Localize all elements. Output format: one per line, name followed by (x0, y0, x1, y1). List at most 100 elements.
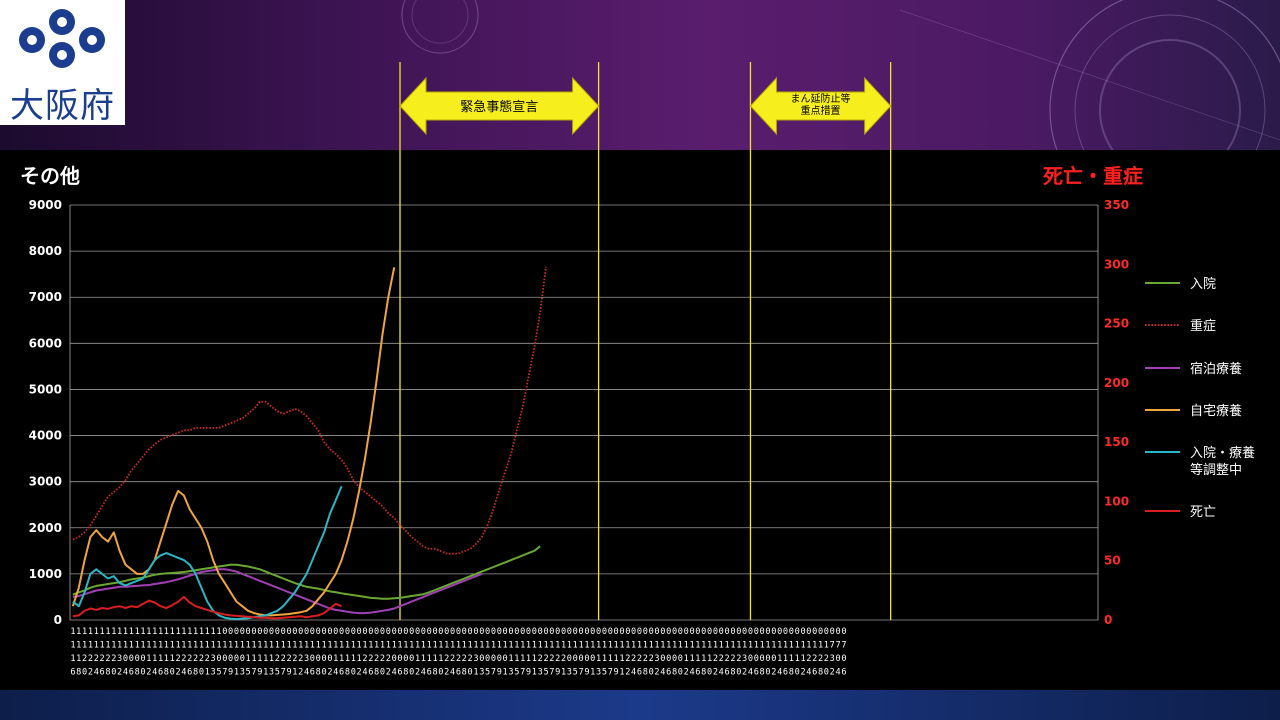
x-tick-digit: 0 (321, 627, 326, 637)
x-tick-digit: 0 (684, 627, 689, 637)
x-tick-digit: 1 (800, 641, 805, 651)
x-tick-digit: 1 (415, 641, 420, 651)
x-tick-digit: 1 (432, 641, 437, 651)
x-tick-digit: 0 (637, 627, 642, 637)
right-tick-label: 200 (1104, 376, 1129, 390)
osaka-emblem-icon (19, 9, 105, 68)
right-tick-label: 0 (1104, 613, 1112, 627)
x-tick-digit: 2 (386, 654, 391, 664)
x-tick-digit: 1 (333, 641, 338, 651)
x-tick-digit: 3 (567, 668, 572, 678)
x-tick-digit: 6 (397, 668, 402, 678)
x-tick-digit: 3 (240, 668, 245, 678)
x-tick-digit: 6 (841, 668, 846, 678)
left-tick-label: 8000 (29, 244, 62, 258)
x-tick-digit: 3 (508, 668, 513, 678)
x-tick-digit: 1 (514, 654, 519, 664)
x-tick-digit: 3 (538, 668, 543, 678)
x-tick-digit: 1 (105, 641, 110, 651)
x-tick-digit: 1 (135, 627, 140, 637)
x-tick-digit: 0 (397, 654, 402, 664)
x-tick-digit: 1 (357, 641, 362, 651)
x-tick-digit: 1 (152, 641, 157, 651)
x-tick-digit: 1 (211, 641, 216, 651)
x-tick-digit: 0 (403, 627, 408, 637)
annotation-label: まん延防止等 (791, 92, 851, 105)
logo-text: 大阪府 (10, 86, 115, 126)
right-tick-label: 250 (1104, 317, 1129, 331)
x-tick-digit: 1 (503, 668, 508, 678)
x-tick-digit: 4 (94, 668, 99, 678)
x-tick-digit: 1 (438, 654, 443, 664)
x-tick-digit: 1 (251, 654, 256, 664)
x-tick-digit: 0 (82, 668, 87, 678)
x-tick-digit: 1 (818, 641, 823, 651)
x-tick-digit: 0 (240, 654, 245, 664)
x-tick-digit: 5 (246, 668, 251, 678)
x-tick-digit: 8 (730, 668, 735, 678)
x-tick-digit: 1 (468, 641, 473, 651)
x-tick-digit: 4 (719, 668, 724, 678)
x-tick-digit: 1 (292, 668, 297, 678)
x-tick-digit: 2 (730, 654, 735, 664)
x-tick-digit: 0 (304, 627, 309, 637)
x-tick-digit: 2 (637, 654, 642, 664)
x-tick-digit: 0 (567, 654, 572, 664)
x-tick-digit: 3 (596, 668, 601, 678)
x-tick-digit: 1 (491, 641, 496, 651)
x-tick-digit: 8 (345, 668, 350, 678)
x-tick-digit: 0 (765, 668, 770, 678)
x-tick-digit: 6 (456, 668, 461, 678)
x-tick-digit: 3 (117, 654, 122, 664)
x-tick-digit: 0 (491, 627, 496, 637)
x-tick-digit: 1 (88, 627, 93, 637)
x-tick-digit: 1 (70, 641, 75, 651)
left-tick-label: 9000 (29, 198, 62, 212)
x-tick-digit: 1 (795, 641, 800, 651)
x-tick-digit: 1 (526, 654, 531, 664)
x-tick-digit: 1 (205, 668, 210, 678)
legend-label: 死亡 (1190, 505, 1216, 520)
x-tick-digit: 1 (777, 654, 782, 664)
x-tick-digit: 2 (298, 654, 303, 664)
x-tick-digit: 0 (736, 627, 741, 637)
x-tick-digit: 0 (725, 627, 730, 637)
x-tick-digit: 1 (771, 641, 776, 651)
x-tick-digit: 0 (573, 654, 578, 664)
x-tick-digit: 1 (193, 641, 198, 651)
x-tick-digit: 0 (730, 627, 735, 637)
right-tick-label: 100 (1104, 494, 1129, 508)
x-tick-digit: 1 (88, 641, 93, 651)
x-tick-digit: 7 (608, 668, 613, 678)
x-tick-digit: 0 (228, 627, 233, 637)
x-tick-digit: 1 (257, 654, 262, 664)
x-tick-digit: 1 (76, 641, 81, 651)
x-tick-digit: 2 (456, 654, 461, 664)
x-tick-digit: 9 (497, 668, 502, 678)
x-tick-digit: 8 (818, 668, 823, 678)
x-tick-digit: 0 (409, 668, 414, 678)
x-tick-digit: 0 (806, 627, 811, 637)
x-tick-digit: 2 (444, 668, 449, 678)
x-tick-digit: 0 (754, 654, 759, 664)
x-tick-digit: 0 (818, 627, 823, 637)
x-tick-digit: 1 (438, 641, 443, 651)
x-tick-digit: 6 (666, 668, 671, 678)
x-tick-digit: 1 (275, 641, 280, 651)
x-tick-digit: 2 (88, 668, 93, 678)
x-tick-digit: 2 (205, 654, 210, 664)
x-tick-digit: 0 (281, 627, 286, 637)
x-tick-digit: 1 (783, 654, 788, 664)
x-tick-digit: 4 (123, 668, 128, 678)
x-tick-digit: 1 (649, 641, 654, 651)
x-tick-digit: 5 (514, 668, 519, 678)
x-tick-digit: 0 (748, 654, 753, 664)
x-tick-digit: 1 (386, 641, 391, 651)
x-tick-digit: 7 (578, 668, 583, 678)
x-tick-digit: 1 (146, 627, 151, 637)
x-tick-digit: 8 (672, 668, 677, 678)
legend-label: 宿泊療養 (1190, 361, 1242, 377)
x-tick-digit: 1 (812, 641, 817, 651)
x-tick-digit: 1 (152, 654, 157, 664)
series-line (72, 266, 547, 555)
